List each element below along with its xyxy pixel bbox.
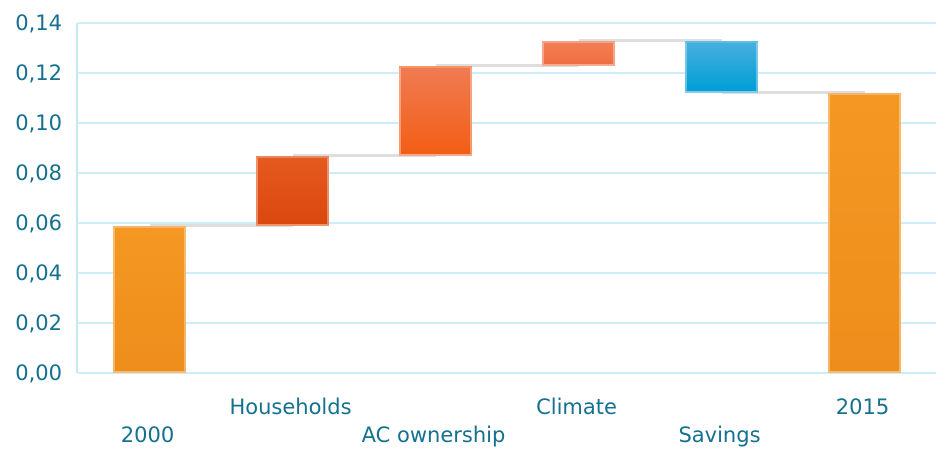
x-tick-label-2015: 2015 — [835, 395, 890, 419]
connector-2000-to-households — [149, 223, 293, 227]
gridline-0-14 — [78, 22, 936, 24]
bar-savings[interactable] — [685, 40, 758, 93]
connector-ac-ownership-to-climate — [435, 63, 579, 67]
gridline-0-08 — [78, 172, 936, 174]
bar-2015[interactable] — [828, 93, 901, 373]
y-tick-label: 0,12 — [15, 61, 62, 85]
x-tick-label-households: Households — [229, 395, 352, 419]
connector-climate-to-savings — [578, 38, 722, 42]
bar-climate[interactable] — [542, 40, 615, 66]
gridline-0-06 — [78, 222, 936, 224]
y-tick-label: 0,10 — [15, 111, 62, 135]
gridline-0-12 — [78, 72, 936, 74]
x-tick-label-savings: Savings — [678, 423, 761, 447]
bar-households[interactable] — [256, 155, 329, 226]
bar-2000[interactable] — [113, 225, 186, 373]
y-tick-label: 0,04 — [15, 261, 62, 285]
y-tick-label: 0,00 — [15, 361, 62, 385]
y-tick-label: 0,08 — [15, 161, 62, 185]
x-tick-label-2000: 2000 — [120, 423, 175, 447]
bar-ac-ownership[interactable] — [399, 65, 472, 156]
connector-savings-to-2015 — [721, 91, 865, 94]
gridline-0-10 — [78, 122, 936, 124]
x-tick-label-climate: Climate — [536, 395, 617, 419]
gridline-0-04 — [78, 272, 936, 274]
x-tick-label-ac-ownership: AC ownership — [361, 423, 506, 447]
y-tick-label: 0,14 — [15, 11, 62, 35]
gridline-0-02 — [78, 322, 936, 324]
connector-households-to-ac-ownership — [292, 153, 436, 157]
y-tick-label: 0,02 — [15, 311, 62, 335]
y-tick-label: 0,06 — [15, 211, 62, 235]
gridline-0-00 — [78, 372, 936, 374]
plot-area — [76, 22, 936, 374]
